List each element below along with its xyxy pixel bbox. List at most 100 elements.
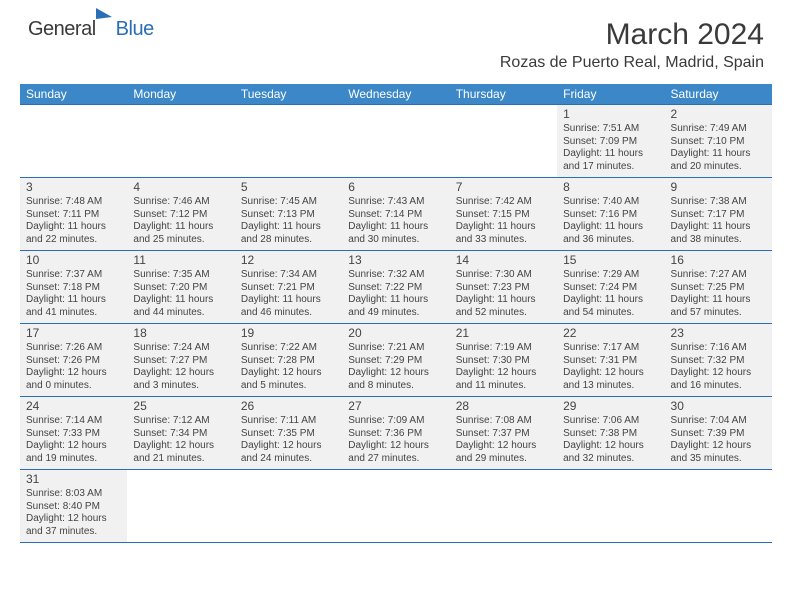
daylight-text: and 36 minutes. xyxy=(563,234,658,247)
day-number: 5 xyxy=(241,180,336,195)
weekday-header: Wednesday xyxy=(342,84,449,105)
day-number: 3 xyxy=(26,180,121,195)
daylight-text: and 46 minutes. xyxy=(241,307,336,320)
daylight-text: Daylight: 11 hours xyxy=(241,221,336,234)
sunrise-text: Sunrise: 8:03 AM xyxy=(26,488,121,501)
calendar-day-cell: 8Sunrise: 7:40 AMSunset: 7:16 PMDaylight… xyxy=(557,178,664,251)
logo-text-sub: Blue xyxy=(98,18,154,41)
calendar-day-cell xyxy=(342,105,449,178)
daylight-text: Daylight: 12 hours xyxy=(671,367,766,380)
sunrise-text: Sunrise: 7:27 AM xyxy=(671,269,766,282)
day-number: 2 xyxy=(671,107,766,122)
calendar-week-row: 24Sunrise: 7:14 AMSunset: 7:33 PMDayligh… xyxy=(20,397,772,470)
logo-text-main: General xyxy=(28,18,96,41)
calendar-day-cell: 19Sunrise: 7:22 AMSunset: 7:28 PMDayligh… xyxy=(235,324,342,397)
calendar-day-cell: 31Sunrise: 8:03 AMSunset: 8:40 PMDayligh… xyxy=(20,470,127,543)
sunrise-text: Sunrise: 7:24 AM xyxy=(133,342,228,355)
daylight-text: and 28 minutes. xyxy=(241,234,336,247)
sunrise-text: Sunrise: 7:43 AM xyxy=(348,196,443,209)
daylight-text: Daylight: 12 hours xyxy=(563,440,658,453)
calendar-day-cell: 30Sunrise: 7:04 AMSunset: 7:39 PMDayligh… xyxy=(665,397,772,470)
sunset-text: Sunset: 7:27 PM xyxy=(133,355,228,368)
sunrise-text: Sunrise: 7:37 AM xyxy=(26,269,121,282)
sunrise-text: Sunrise: 7:49 AM xyxy=(671,123,766,136)
day-number: 29 xyxy=(563,399,658,414)
daylight-text: and 52 minutes. xyxy=(456,307,551,320)
daylight-text: and 41 minutes. xyxy=(26,307,121,320)
sunrise-text: Sunrise: 7:30 AM xyxy=(456,269,551,282)
daylight-text: and 8 minutes. xyxy=(348,380,443,393)
header: General Blue March 2024 Rozas de Puerto … xyxy=(0,0,792,78)
day-number: 7 xyxy=(456,180,551,195)
calendar-day-cell: 12Sunrise: 7:34 AMSunset: 7:21 PMDayligh… xyxy=(235,251,342,324)
calendar-day-cell: 29Sunrise: 7:06 AMSunset: 7:38 PMDayligh… xyxy=(557,397,664,470)
month-title: March 2024 xyxy=(500,18,764,52)
sunset-text: Sunset: 7:38 PM xyxy=(563,428,658,441)
daylight-text: and 54 minutes. xyxy=(563,307,658,320)
calendar-day-cell: 15Sunrise: 7:29 AMSunset: 7:24 PMDayligh… xyxy=(557,251,664,324)
sunset-text: Sunset: 7:34 PM xyxy=(133,428,228,441)
calendar-day-cell: 23Sunrise: 7:16 AMSunset: 7:32 PMDayligh… xyxy=(665,324,772,397)
daylight-text: Daylight: 12 hours xyxy=(671,440,766,453)
sunset-text: Sunset: 7:10 PM xyxy=(671,136,766,149)
daylight-text: Daylight: 12 hours xyxy=(456,440,551,453)
sunrise-text: Sunrise: 7:06 AM xyxy=(563,415,658,428)
calendar-day-cell: 13Sunrise: 7:32 AMSunset: 7:22 PMDayligh… xyxy=(342,251,449,324)
daylight-text: and 44 minutes. xyxy=(133,307,228,320)
weekday-header: Saturday xyxy=(665,84,772,105)
daylight-text: Daylight: 12 hours xyxy=(348,440,443,453)
daylight-text: and 33 minutes. xyxy=(456,234,551,247)
sunrise-text: Sunrise: 7:48 AM xyxy=(26,196,121,209)
calendar-day-cell: 2Sunrise: 7:49 AMSunset: 7:10 PMDaylight… xyxy=(665,105,772,178)
calendar-day-cell xyxy=(127,105,234,178)
day-number: 19 xyxy=(241,326,336,341)
calendar-day-cell xyxy=(450,105,557,178)
daylight-text: Daylight: 12 hours xyxy=(133,440,228,453)
location-label: Rozas de Puerto Real, Madrid, Spain xyxy=(500,54,764,72)
day-number: 20 xyxy=(348,326,443,341)
calendar-day-cell: 22Sunrise: 7:17 AMSunset: 7:31 PMDayligh… xyxy=(557,324,664,397)
daylight-text: Daylight: 11 hours xyxy=(456,294,551,307)
daylight-text: Daylight: 11 hours xyxy=(133,221,228,234)
sunrise-text: Sunrise: 7:04 AM xyxy=(671,415,766,428)
calendar-day-cell: 3Sunrise: 7:48 AMSunset: 7:11 PMDaylight… xyxy=(20,178,127,251)
day-number: 4 xyxy=(133,180,228,195)
calendar-day-cell: 6Sunrise: 7:43 AMSunset: 7:14 PMDaylight… xyxy=(342,178,449,251)
sunrise-text: Sunrise: 7:34 AM xyxy=(241,269,336,282)
sunrise-text: Sunrise: 7:22 AM xyxy=(241,342,336,355)
calendar-day-cell: 11Sunrise: 7:35 AMSunset: 7:20 PMDayligh… xyxy=(127,251,234,324)
daylight-text: and 25 minutes. xyxy=(133,234,228,247)
logo-sub-label: Blue xyxy=(116,18,154,40)
daylight-text: Daylight: 11 hours xyxy=(671,221,766,234)
day-number: 8 xyxy=(563,180,658,195)
day-number: 25 xyxy=(133,399,228,414)
calendar-week-row: 1Sunrise: 7:51 AMSunset: 7:09 PMDaylight… xyxy=(20,105,772,178)
daylight-text: and 5 minutes. xyxy=(241,380,336,393)
sunrise-text: Sunrise: 7:12 AM xyxy=(133,415,228,428)
daylight-text: and 30 minutes. xyxy=(348,234,443,247)
daylight-text: and 35 minutes. xyxy=(671,453,766,466)
day-number: 17 xyxy=(26,326,121,341)
calendar-day-cell xyxy=(235,470,342,543)
sunrise-text: Sunrise: 7:38 AM xyxy=(671,196,766,209)
sunrise-text: Sunrise: 7:35 AM xyxy=(133,269,228,282)
daylight-text: Daylight: 11 hours xyxy=(348,221,443,234)
title-block: March 2024 Rozas de Puerto Real, Madrid,… xyxy=(500,18,764,72)
day-number: 24 xyxy=(26,399,121,414)
daylight-text: and 57 minutes. xyxy=(671,307,766,320)
sunset-text: Sunset: 7:16 PM xyxy=(563,209,658,222)
day-number: 10 xyxy=(26,253,121,268)
daylight-text: Daylight: 11 hours xyxy=(563,294,658,307)
daylight-text: Daylight: 11 hours xyxy=(671,294,766,307)
weekday-header: Sunday xyxy=(20,84,127,105)
daylight-text: and 17 minutes. xyxy=(563,161,658,174)
daylight-text: and 21 minutes. xyxy=(133,453,228,466)
calendar-table: Sunday Monday Tuesday Wednesday Thursday… xyxy=(20,84,772,543)
daylight-text: Daylight: 11 hours xyxy=(241,294,336,307)
sunrise-text: Sunrise: 7:46 AM xyxy=(133,196,228,209)
sunset-text: Sunset: 7:36 PM xyxy=(348,428,443,441)
day-number: 14 xyxy=(456,253,551,268)
calendar-day-cell: 24Sunrise: 7:14 AMSunset: 7:33 PMDayligh… xyxy=(20,397,127,470)
calendar-week-row: 17Sunrise: 7:26 AMSunset: 7:26 PMDayligh… xyxy=(20,324,772,397)
calendar-day-cell: 18Sunrise: 7:24 AMSunset: 7:27 PMDayligh… xyxy=(127,324,234,397)
